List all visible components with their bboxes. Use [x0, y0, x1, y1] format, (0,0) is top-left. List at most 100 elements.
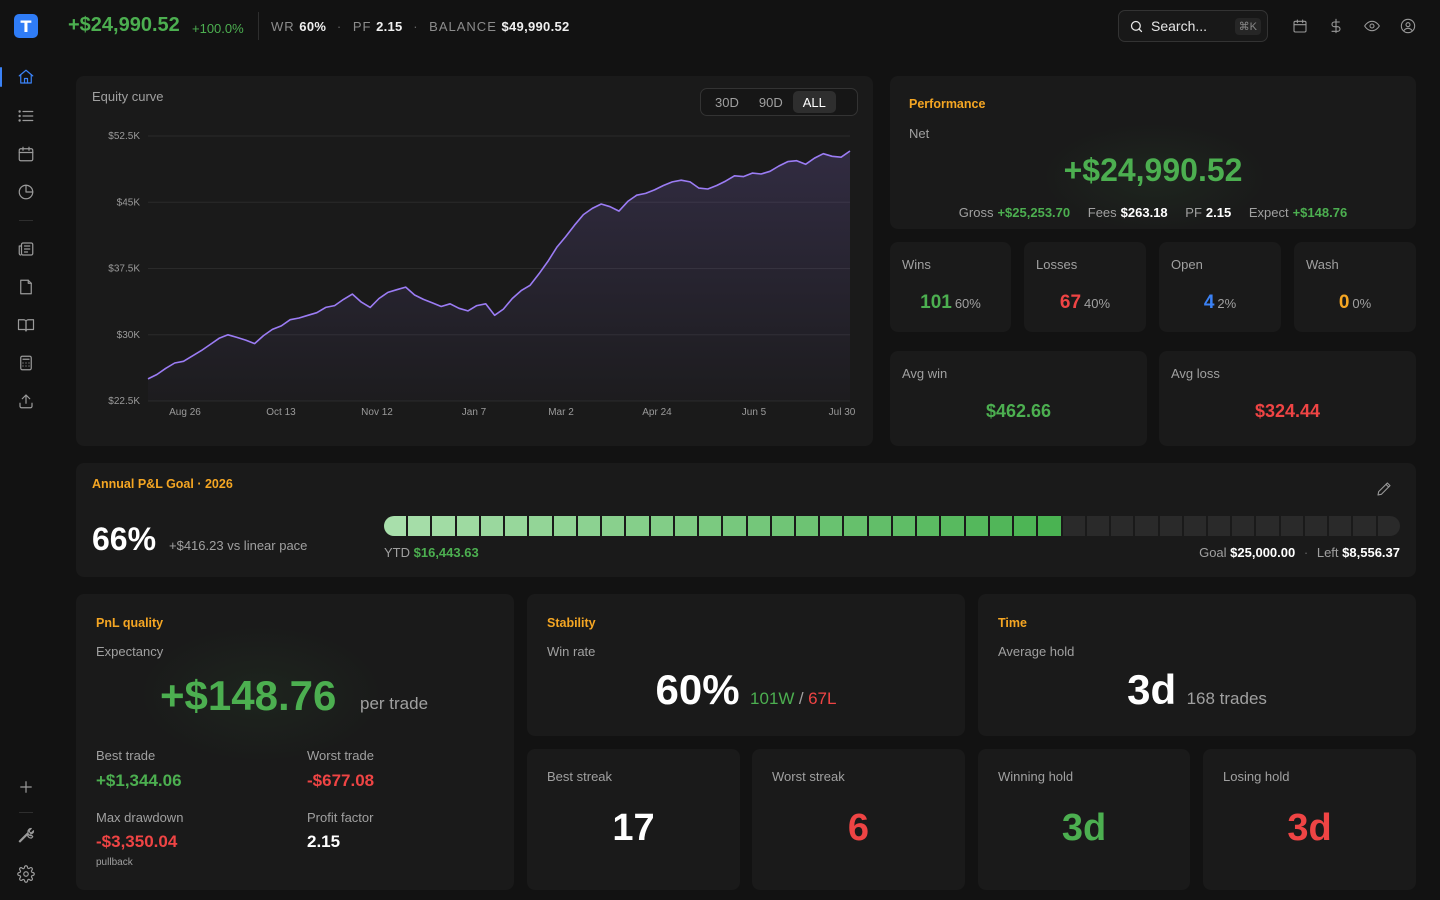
calendar-icon[interactable] [1290, 16, 1310, 36]
performance-title: Performance [909, 97, 986, 111]
y-tick-label: $45K [117, 197, 141, 208]
ytd-value: $16,443.63 [413, 545, 479, 560]
expectancy-unit: per trade [360, 694, 429, 713]
goal-segment [650, 516, 673, 536]
avg-loss-card: Avg loss $324.44 [1159, 351, 1416, 446]
equity-line [147, 150, 851, 380]
goal-segment [674, 516, 698, 536]
winrate-stat: 60% 101W / 67L [527, 666, 965, 714]
goal-segment [1062, 516, 1085, 536]
avg-loss-label: Avg loss [1171, 366, 1220, 381]
calendar-icon[interactable] [14, 142, 38, 166]
left-value: $8,556.37 [1342, 545, 1400, 560]
best-streak-label: Best streak [547, 769, 613, 784]
search-placeholder: Search... [1151, 18, 1208, 34]
profit-factor-value: 2.15 [307, 832, 341, 851]
eye-icon[interactable] [1362, 16, 1382, 36]
pie-chart-icon[interactable] [14, 180, 38, 204]
goal-segment [892, 516, 916, 536]
worst-streak-value: 6 [847, 807, 870, 849]
dollar-icon[interactable] [1326, 16, 1346, 36]
y-tick-label: $52.5K [108, 131, 140, 142]
time-card: Time Average hold 3d 168 trades [978, 594, 1416, 736]
newspaper-icon[interactable] [14, 237, 38, 261]
goal-segment [1304, 516, 1328, 536]
goal-segment [820, 516, 843, 536]
goal-progress-bar [384, 516, 1400, 536]
balance-value: $49,990.52 [501, 19, 570, 34]
list-icon[interactable] [14, 104, 38, 128]
goal-segment [941, 516, 964, 536]
avg-hold-stat: 3d 168 trades [978, 666, 1416, 714]
pf-value: 2.15 [1205, 205, 1232, 220]
wins-percent: 60% [954, 296, 981, 311]
goal-segment [723, 516, 746, 536]
winning-hold-value: 3d [1061, 807, 1107, 849]
net-value: +$24,990.52 [1063, 152, 1243, 188]
pencil-icon [1377, 482, 1391, 496]
open-card: Open 4 2% [1159, 242, 1281, 332]
wash-card: Wash 0 0% [1294, 242, 1416, 332]
wr-label: WR [271, 19, 295, 34]
winrate-slash: / [798, 689, 804, 708]
open-percent: 2% [1217, 296, 1237, 311]
fees-value: $263.18 [1120, 205, 1168, 220]
plus-icon[interactable] [14, 775, 38, 799]
wins-card: Wins 101 60% [890, 242, 1011, 332]
search-input[interactable]: Search... ⌘K [1118, 10, 1268, 42]
goal-segment [1256, 516, 1279, 536]
goal-segment [917, 516, 940, 536]
goal-segment [1135, 516, 1158, 536]
wins-stat: 101 60% [890, 292, 1011, 314]
best-trade-value: +$1,344.06 [96, 771, 182, 790]
note-icon[interactable] [14, 275, 38, 299]
goal-segment [965, 516, 988, 536]
active-indicator [0, 67, 2, 87]
avg-hold-value: 3d [1127, 666, 1177, 713]
wrench-icon[interactable] [14, 824, 38, 848]
y-tick-label: $37.5K [108, 264, 140, 275]
topbar-divider [258, 12, 259, 40]
app-logo[interactable]: T [14, 14, 38, 38]
goal-segment [844, 516, 867, 536]
edit-goal-button[interactable] [1376, 481, 1396, 501]
goal-segment [771, 516, 794, 536]
goal-segment [1111, 516, 1134, 536]
equity-area [148, 151, 850, 401]
pf-value: 2.15 [376, 19, 403, 34]
net-label: Net [909, 126, 930, 141]
goal-label: Goal [1199, 545, 1227, 560]
x-tick-label: Jul 30 [829, 407, 856, 418]
time-title: Time [998, 616, 1027, 630]
pnl-quality-title: PnL quality [96, 616, 164, 630]
calculator-icon[interactable] [14, 351, 38, 375]
pnl-quality-card: PnL quality Expectancy +$148.76 per trad… [76, 594, 514, 890]
range-30d-button[interactable]: 30D [715, 94, 739, 110]
user-icon[interactable] [1398, 16, 1418, 36]
goal-percent: 66% [92, 521, 157, 557]
total-pnl: +$24,990.52 [68, 14, 180, 36]
sidebar: T [0, 0, 52, 900]
x-tick-label: Nov 12 [361, 407, 393, 418]
gear-icon[interactable] [14, 862, 38, 886]
upload-icon[interactable] [14, 389, 38, 413]
range-90d-button[interactable]: 90D [758, 94, 783, 110]
equity-curve-card: Equity curve 30D 90D ALL $52.5K $45K $37.5… [76, 76, 873, 446]
goal-summary: Goal $25,000.00 · Left $8,556.37 [1199, 545, 1400, 560]
stats-separator: · [336, 19, 343, 34]
goal-segment [553, 516, 576, 536]
goal-value: $25,000.00 [1230, 545, 1296, 560]
topbar: +$24,990.52 +100.0% WR 60% · PF 2.15 · B… [52, 0, 1440, 52]
book-icon[interactable] [14, 313, 38, 337]
goal-segment [432, 516, 455, 536]
goal-segment [1280, 516, 1303, 536]
goal-segment [747, 516, 770, 536]
home-icon[interactable] [14, 65, 38, 89]
performance-breakdown: Gross +$25,253.70 Fees $263.18 PF 2.15 Expe… [890, 205, 1416, 220]
goal-segment [1353, 516, 1376, 536]
range-all-button[interactable]: ALL [792, 91, 836, 113]
winrate-losses: 67L [808, 689, 837, 708]
avg-win-value: $462.66 [985, 401, 1052, 421]
losses-stat: 67 40% [1024, 292, 1146, 314]
goal-title: Annual P&L Goal · 2026 [92, 477, 233, 491]
